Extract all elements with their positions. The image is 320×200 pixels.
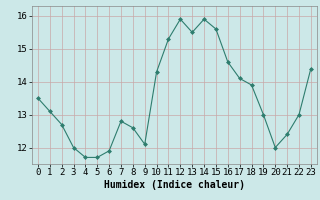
X-axis label: Humidex (Indice chaleur): Humidex (Indice chaleur)	[104, 180, 245, 190]
